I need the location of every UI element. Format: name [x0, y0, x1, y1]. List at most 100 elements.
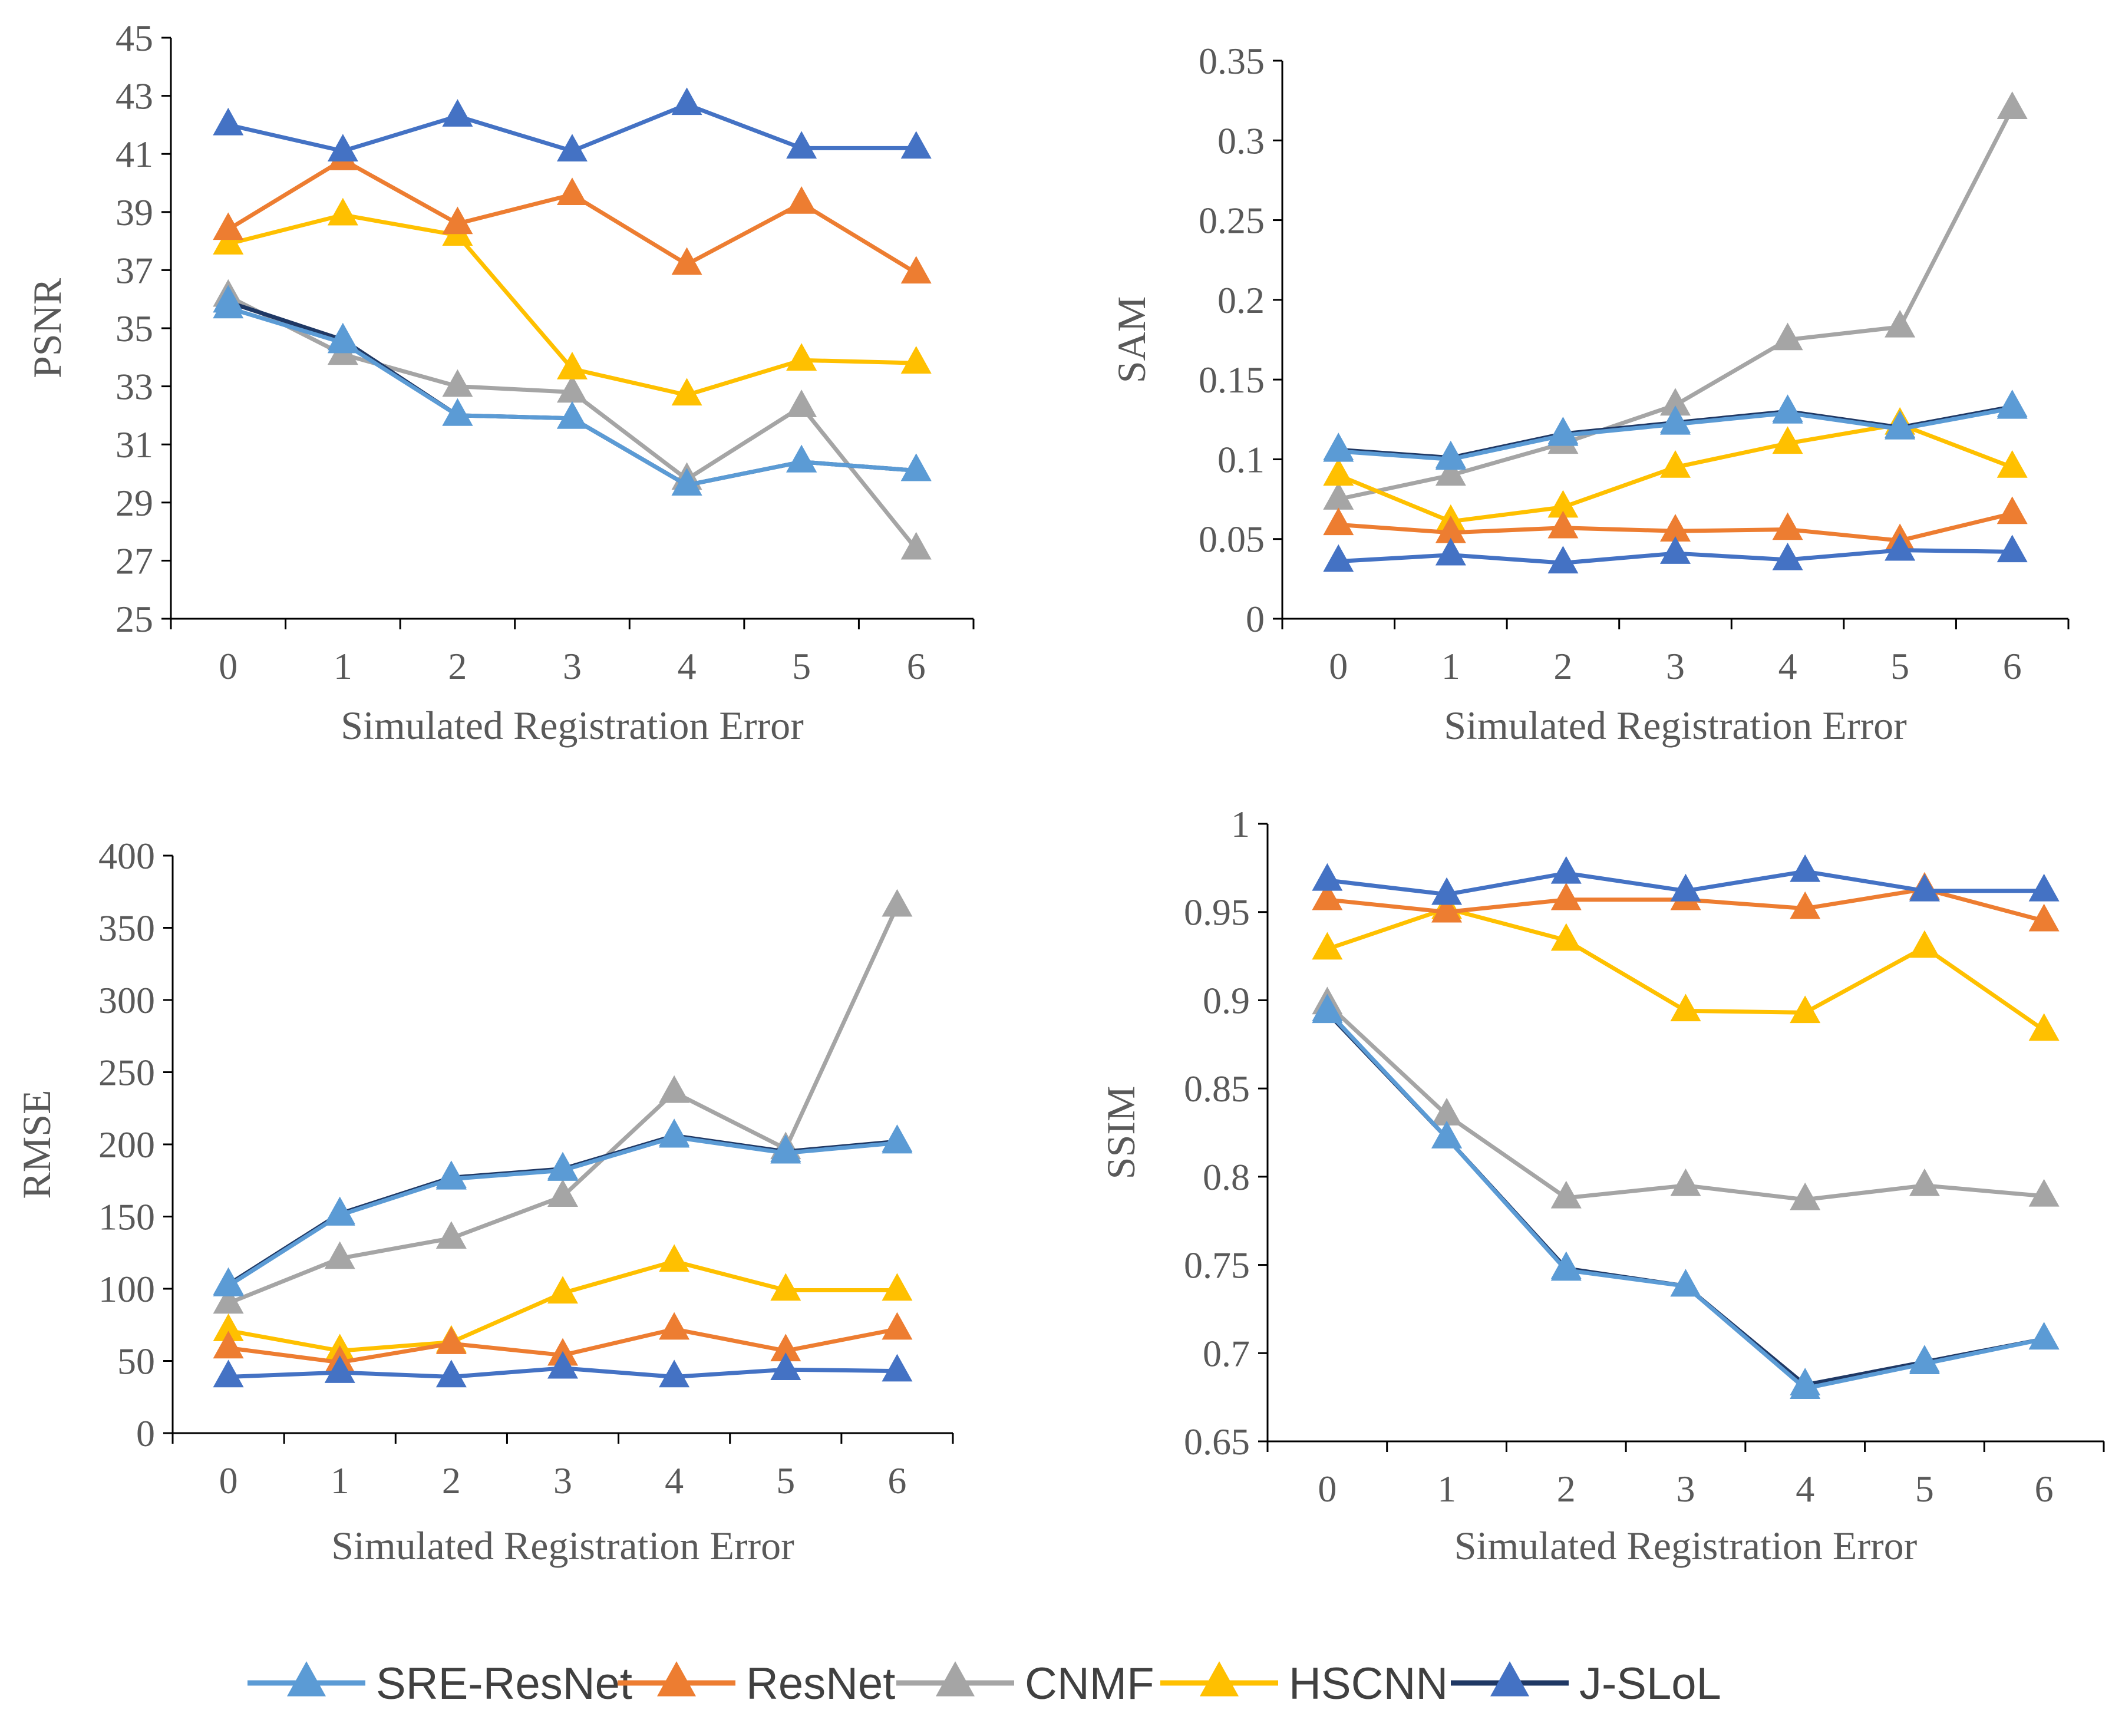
data-point-cnmf — [1670, 1168, 1701, 1196]
data-point-resnet — [213, 212, 244, 240]
x-tick-label: 2 — [1553, 645, 1572, 687]
x-tick-label: 3 — [553, 1460, 572, 1501]
series-j-slol-top — [1312, 854, 2060, 905]
data-point-sre-resnet — [900, 453, 932, 481]
y-tick-label: 150 — [98, 1196, 155, 1238]
data-point-resnet — [1435, 515, 1466, 543]
legend-item-sre-resnet: SRE-ResNet — [248, 1659, 632, 1709]
x-tick-label: 1 — [334, 645, 352, 687]
data-point-resnet — [882, 1312, 913, 1340]
data-point-j-slol-bottom — [659, 1359, 690, 1388]
data-point-j-slol-bottom — [324, 1355, 355, 1383]
y-tick-label: 300 — [98, 979, 155, 1021]
data-point-cnmf — [547, 1179, 578, 1207]
data-point-resnet — [786, 186, 817, 214]
data-point-resnet — [2028, 903, 2060, 932]
data-point-sre-resnet — [435, 1161, 467, 1190]
y-tick-label: 45 — [116, 17, 153, 59]
series-sre-resnet — [213, 291, 932, 496]
y-tick-label: 250 — [98, 1052, 155, 1094]
data-point-cnmf — [659, 1075, 690, 1103]
data-point-resnet — [1790, 891, 1821, 919]
x-tick-label: 1 — [331, 1460, 349, 1501]
y-tick-label: 33 — [116, 366, 153, 408]
data-point-cnmf — [1996, 91, 2028, 119]
data-point-hscnn — [1547, 490, 1579, 518]
x-tick-label: 0 — [219, 1460, 238, 1501]
data-point-cnmf — [1790, 1182, 1821, 1210]
y-tick-label: 100 — [98, 1268, 155, 1310]
data-point-resnet — [659, 1312, 690, 1340]
sam-chart: 0 0.05 0.1 0.15 0.2 0.25 0.3 0.35 0 1 2 3 4 5 6 Simulat… — [1109, 40, 2070, 748]
data-point-j-slol-bottom — [435, 1359, 467, 1388]
y-tick-label: 0.95 — [1184, 892, 1250, 933]
data-point-cnmf — [2028, 1179, 2060, 1207]
y-tick-label: 400 — [98, 835, 155, 877]
data-point-hscnn — [900, 346, 932, 374]
y-tick-label: 1 — [1231, 803, 1250, 845]
data-point-hscnn — [1790, 995, 1821, 1024]
data-point-cnmf — [213, 1286, 244, 1314]
legend-marker-triangle-icon — [1490, 1661, 1529, 1697]
y-tick-label: 0.2 — [1217, 279, 1265, 321]
y-tick-label: 39 — [116, 192, 153, 233]
data-point-resnet — [1996, 496, 2028, 524]
y-tick-label: 50 — [117, 1341, 155, 1382]
data-point-hscnn — [2028, 1013, 2060, 1041]
x-tick-label: 5 — [1915, 1468, 1934, 1510]
data-point-resnet — [213, 1331, 244, 1359]
y-tick-label: 31 — [116, 424, 153, 466]
data-point-cnmf — [324, 1241, 355, 1269]
series-line-cnmf — [1338, 107, 2014, 501]
series-cnmf — [213, 889, 913, 1314]
x-tick-label: 0 — [1318, 1468, 1336, 1510]
data-point-hscnn — [557, 352, 588, 379]
data-point-j-slol-bottom — [547, 1351, 578, 1379]
y-tick-label: 0.25 — [1199, 200, 1265, 242]
data-point-resnet — [1323, 507, 1354, 536]
y-tick-label: 0.1 — [1217, 438, 1265, 480]
legend-label: ResNet — [746, 1659, 895, 1709]
legend-label: HSCNN — [1289, 1659, 1448, 1709]
data-point-j-slol-top — [900, 131, 932, 159]
series-j-slol-bottom — [213, 1351, 913, 1388]
legend-marker-triangle-icon — [657, 1661, 696, 1697]
y-tick-label: 0.7 — [1203, 1332, 1250, 1374]
legend-label: CNMF — [1025, 1659, 1154, 1709]
legend-label: SRE-ResNet — [376, 1659, 632, 1709]
data-point-hscnn — [659, 1244, 690, 1272]
data-point-j-slol-bottom — [1772, 542, 1803, 570]
series-j-slol-bottom — [1323, 533, 2028, 574]
data-point-hscnn — [1996, 450, 2028, 478]
data-point-hscnn — [1323, 458, 1354, 486]
y-tick-label: 43 — [116, 75, 153, 117]
data-point-sre-resnet — [1431, 1120, 1463, 1148]
y-tick-label: 0.65 — [1184, 1421, 1250, 1463]
x-tick-label: 3 — [1677, 1468, 1695, 1510]
data-point-hscnn — [1550, 923, 1582, 951]
data-point-cnmf — [900, 532, 932, 560]
data-point-j-slol-bottom — [882, 1354, 913, 1382]
data-point-j-slol-top — [557, 134, 588, 162]
x-tick-label: 5 — [1890, 645, 1909, 687]
data-point-hscnn — [213, 227, 244, 255]
data-point-cnmf — [1550, 1180, 1582, 1209]
y-tick-label: 37 — [116, 249, 153, 291]
data-point-j-slol-bottom — [1547, 546, 1579, 574]
data-point-cnmf — [882, 889, 913, 917]
data-point-sre-resnet — [2028, 1322, 2060, 1350]
data-point-hscnn — [1312, 932, 1343, 960]
rmse-chart: 0 50 100 150 200 250 300 350 400 0 1 2 3 4 5 6 Simulated… — [14, 835, 954, 1568]
x-tick-label: 6 — [887, 1460, 906, 1501]
y-axis-label: SSIM — [1098, 1086, 1143, 1180]
x-tick-label: 2 — [442, 1460, 461, 1501]
data-point-sre-resnet — [213, 291, 244, 319]
data-point-resnet — [1660, 514, 1691, 542]
legend-item-j-slol: J-SLoL — [1451, 1659, 1721, 1709]
x-tick-label: 6 — [2035, 1468, 2054, 1510]
y-tick-label: 0 — [136, 1412, 155, 1454]
data-point-resnet — [1547, 510, 1579, 539]
data-point-hscnn — [213, 1313, 244, 1341]
x-tick-label: 3 — [563, 645, 582, 687]
